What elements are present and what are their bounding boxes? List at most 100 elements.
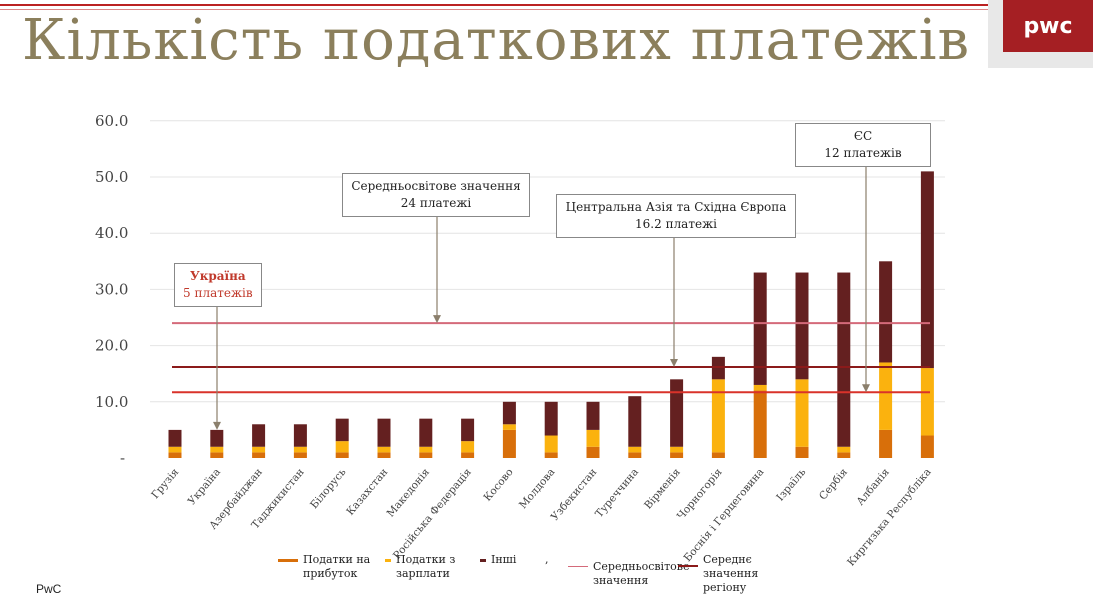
arrowhead-icon — [670, 358, 678, 367]
bar-segment-labor — [879, 362, 893, 430]
bar-segment-labor — [753, 384, 767, 391]
bar-segment-other — [252, 424, 266, 447]
bar-segment-labor — [293, 446, 307, 453]
annotation-world-text: 24 платежі — [400, 196, 472, 210]
annotation-region-title: Центральна Азія та Східна Європа — [565, 200, 787, 214]
legend-swatch-world — [568, 566, 588, 567]
bar-segment-labor — [168, 446, 182, 453]
arrowhead-icon — [862, 384, 870, 393]
bar-segment-other — [419, 418, 433, 447]
bar-segment-labor — [335, 441, 349, 453]
annotation-ukraine: Україна 5 платежів — [174, 263, 262, 307]
y-tick-label: 40.0 — [95, 224, 128, 242]
bar-segment-profit — [753, 390, 767, 458]
legend-comma-text: , — [545, 553, 549, 566]
legend-label-region: Середнє значення регіону — [703, 553, 759, 594]
bar-segment-labor — [461, 441, 475, 453]
y-tick-label: 30.0 — [95, 280, 128, 298]
x-tick-label: Молдова — [517, 466, 557, 511]
x-tick-label: Косово — [482, 466, 516, 504]
bar-segment-other — [795, 272, 809, 380]
legend-swatch-labor — [385, 559, 391, 562]
legend-label-labor: Податки з зарплати — [396, 553, 456, 580]
annotation-region: Центральна Азія та Східна Європа 16.2 пл… — [556, 194, 796, 238]
legend-profit: Податки на прибуток — [278, 553, 373, 581]
x-tick-label: Російська Федерація — [391, 466, 474, 562]
y-tick-label: - — [120, 449, 125, 467]
legend-labor: Податки з зарплати — [385, 553, 458, 581]
annotation-eu-text: 12 платежів — [824, 146, 902, 160]
arrowhead-icon — [213, 421, 221, 430]
x-tick-label: Ізраїль — [774, 466, 808, 504]
bar-segment-profit — [335, 452, 349, 458]
bar-segment-profit — [544, 452, 558, 458]
x-tick-label: Грузія — [149, 466, 181, 501]
legend-swatch-region — [678, 565, 698, 567]
bar-segment-labor — [795, 379, 809, 447]
legend-world: Середньосвітове значення — [568, 560, 689, 588]
bar-segment-profit — [670, 452, 684, 458]
bar-segment-other — [293, 424, 307, 447]
bar-segment-labor — [586, 429, 600, 447]
bar-segment-other — [377, 418, 391, 447]
pwc-logo: pwc — [1003, 0, 1093, 52]
y-tick-label: 10.0 — [95, 393, 128, 411]
y-tick-label: 50.0 — [95, 168, 128, 186]
bar-segment-other — [502, 401, 516, 425]
legend-region: Середнє значення регіону — [678, 553, 803, 595]
x-tick-label: Вірменія — [642, 466, 683, 512]
page-title: Кількість податкових платежів — [22, 8, 971, 73]
bar-segment-labor — [502, 424, 516, 430]
arrowhead-icon — [433, 315, 441, 324]
footer-source: PwC — [36, 582, 62, 596]
x-tick-label: Македонія — [385, 466, 433, 520]
legend-other: Інші — [480, 553, 516, 567]
x-tick-label: Боснія і Герцеговина — [682, 466, 767, 564]
bar-segment-profit — [377, 452, 391, 458]
x-tick-label: Україна — [186, 466, 223, 507]
bar-segment-profit — [419, 452, 433, 458]
bar-segment-other — [628, 396, 642, 447]
bar-segment-other — [544, 401, 558, 436]
x-tick-label: Сербія — [817, 466, 850, 503]
x-tick-label: Албанія — [854, 466, 892, 508]
bar-segment-other — [461, 418, 475, 442]
bar-segment-labor — [419, 446, 433, 453]
bar-segment-labor — [628, 446, 642, 453]
bar-segment-other — [335, 418, 349, 442]
x-tick-label: Білорусь — [308, 466, 349, 511]
bar-segment-profit — [210, 452, 224, 458]
annotation-world: Середньосвітове значення 24 платежі — [342, 173, 530, 217]
annotation-ukraine-text: 5 платежів — [183, 286, 253, 300]
bar-segment-labor — [210, 446, 224, 453]
bar-segment-other — [711, 356, 725, 380]
y-tick-label: 60.0 — [95, 112, 128, 130]
y-tick-label: 20.0 — [95, 337, 128, 355]
x-tick-label: Киргизька Республіка — [845, 466, 934, 568]
bar-segment-profit — [711, 452, 725, 458]
bar-segment-profit — [252, 452, 266, 458]
bar-segment-labor — [920, 368, 934, 436]
bar-segment-other — [670, 379, 684, 447]
bar-segment-labor — [377, 446, 391, 453]
annotation-region-text: 16.2 платежі — [635, 217, 717, 231]
bar-segment-profit — [461, 452, 475, 458]
bar-segment-profit — [795, 446, 809, 458]
bar-segment-other — [168, 429, 182, 447]
annotation-ukraine-title: Україна — [189, 269, 246, 283]
bar-segment-labor — [837, 446, 851, 453]
bar-segment-profit — [920, 435, 934, 458]
bar-segment-other — [837, 272, 851, 447]
bar-segment-labor — [252, 446, 266, 453]
legend-comma: , — [545, 553, 549, 567]
bar-segment-other — [586, 401, 600, 430]
bar-segment-profit — [293, 452, 307, 458]
bar-segment-other — [210, 429, 224, 447]
bar-segment-profit — [879, 429, 893, 458]
x-tick-label: Туреччина — [593, 466, 641, 520]
annotation-world-title: Середньосвітове значення — [351, 179, 521, 193]
bar-segment-labor — [670, 446, 684, 453]
annotation-eu: ЄС 12 платежів — [795, 123, 931, 167]
bar-segment-other — [753, 272, 767, 385]
